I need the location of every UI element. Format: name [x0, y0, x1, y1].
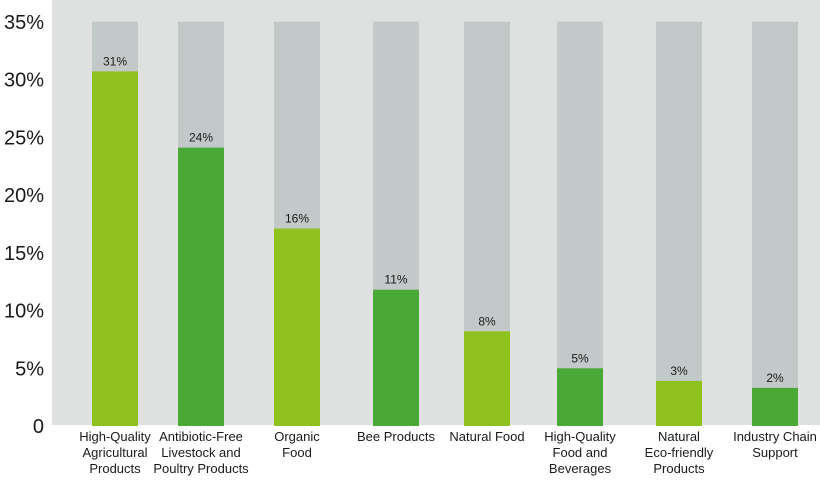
data-label: 16% — [285, 211, 309, 225]
background-column — [752, 21, 798, 426]
bar — [274, 228, 320, 426]
data-label: 2% — [766, 371, 784, 385]
x-tick-label-line: Natural Food — [449, 429, 524, 444]
data-label: 31% — [103, 54, 127, 68]
x-tick-label: Natural Food — [449, 429, 524, 444]
x-tick-label-line: Support — [752, 445, 798, 460]
plot-background — [52, 0, 820, 425]
x-tick-label-line: Products — [89, 461, 141, 476]
data-labels: 31% 24% 16% 11% 8% 5% 3% 2% — [103, 54, 784, 384]
bar — [178, 147, 224, 426]
y-tick-label: 10% — [4, 301, 44, 323]
data-label: 24% — [189, 131, 213, 145]
data-label: 3% — [670, 364, 688, 378]
y-tick-label: 35% — [4, 12, 44, 34]
x-tick-label-line: Poultry Products — [153, 461, 249, 476]
x-tick-label: Bee Products — [357, 429, 436, 444]
x-tick-label-line: Eco-friendly — [645, 445, 714, 460]
background-column — [557, 21, 603, 426]
bar — [373, 289, 419, 426]
y-axis: 0 5% 10% 15% 20% 25% 30% 35% — [4, 12, 44, 438]
bar — [752, 387, 798, 426]
x-tick-label-line: Food and — [553, 445, 608, 460]
background-column — [656, 21, 702, 426]
x-tick-label-line: Livestock and — [161, 445, 241, 460]
x-tick-label-line: High-Quality — [79, 429, 151, 444]
y-tick-label: 5% — [15, 358, 44, 380]
bar — [464, 331, 510, 426]
x-tick-label-line: Natural — [658, 429, 700, 444]
x-tick-label-line: Antibiotic-Free — [159, 429, 243, 444]
data-label: 11% — [384, 273, 407, 287]
bar — [92, 71, 138, 426]
bar — [656, 380, 702, 426]
x-axis-labels: High-QualityAgriculturalProductsAntibiot… — [79, 429, 817, 476]
x-tick-label-line: Industry Chain — [733, 429, 817, 444]
y-tick-label: 25% — [4, 127, 44, 149]
data-label: 5% — [571, 351, 589, 365]
bars — [92, 71, 798, 426]
y-tick-label: 30% — [4, 70, 44, 92]
x-tick-label-line: High-Quality — [544, 429, 616, 444]
x-tick-label-line: Organic — [274, 429, 320, 444]
x-tick-label-line: Beverages — [549, 461, 612, 476]
x-tick-label-line: Products — [653, 461, 705, 476]
bar — [557, 368, 603, 426]
x-tick-label-line: Bee Products — [357, 429, 436, 444]
x-tick-label-line: Food — [282, 445, 312, 460]
data-label: 8% — [478, 314, 496, 328]
x-tick-label-line: Agricultural — [82, 445, 147, 460]
y-tick-label: 15% — [4, 243, 44, 265]
y-tick-label: 0 — [33, 416, 44, 438]
y-tick-label: 20% — [4, 185, 44, 207]
